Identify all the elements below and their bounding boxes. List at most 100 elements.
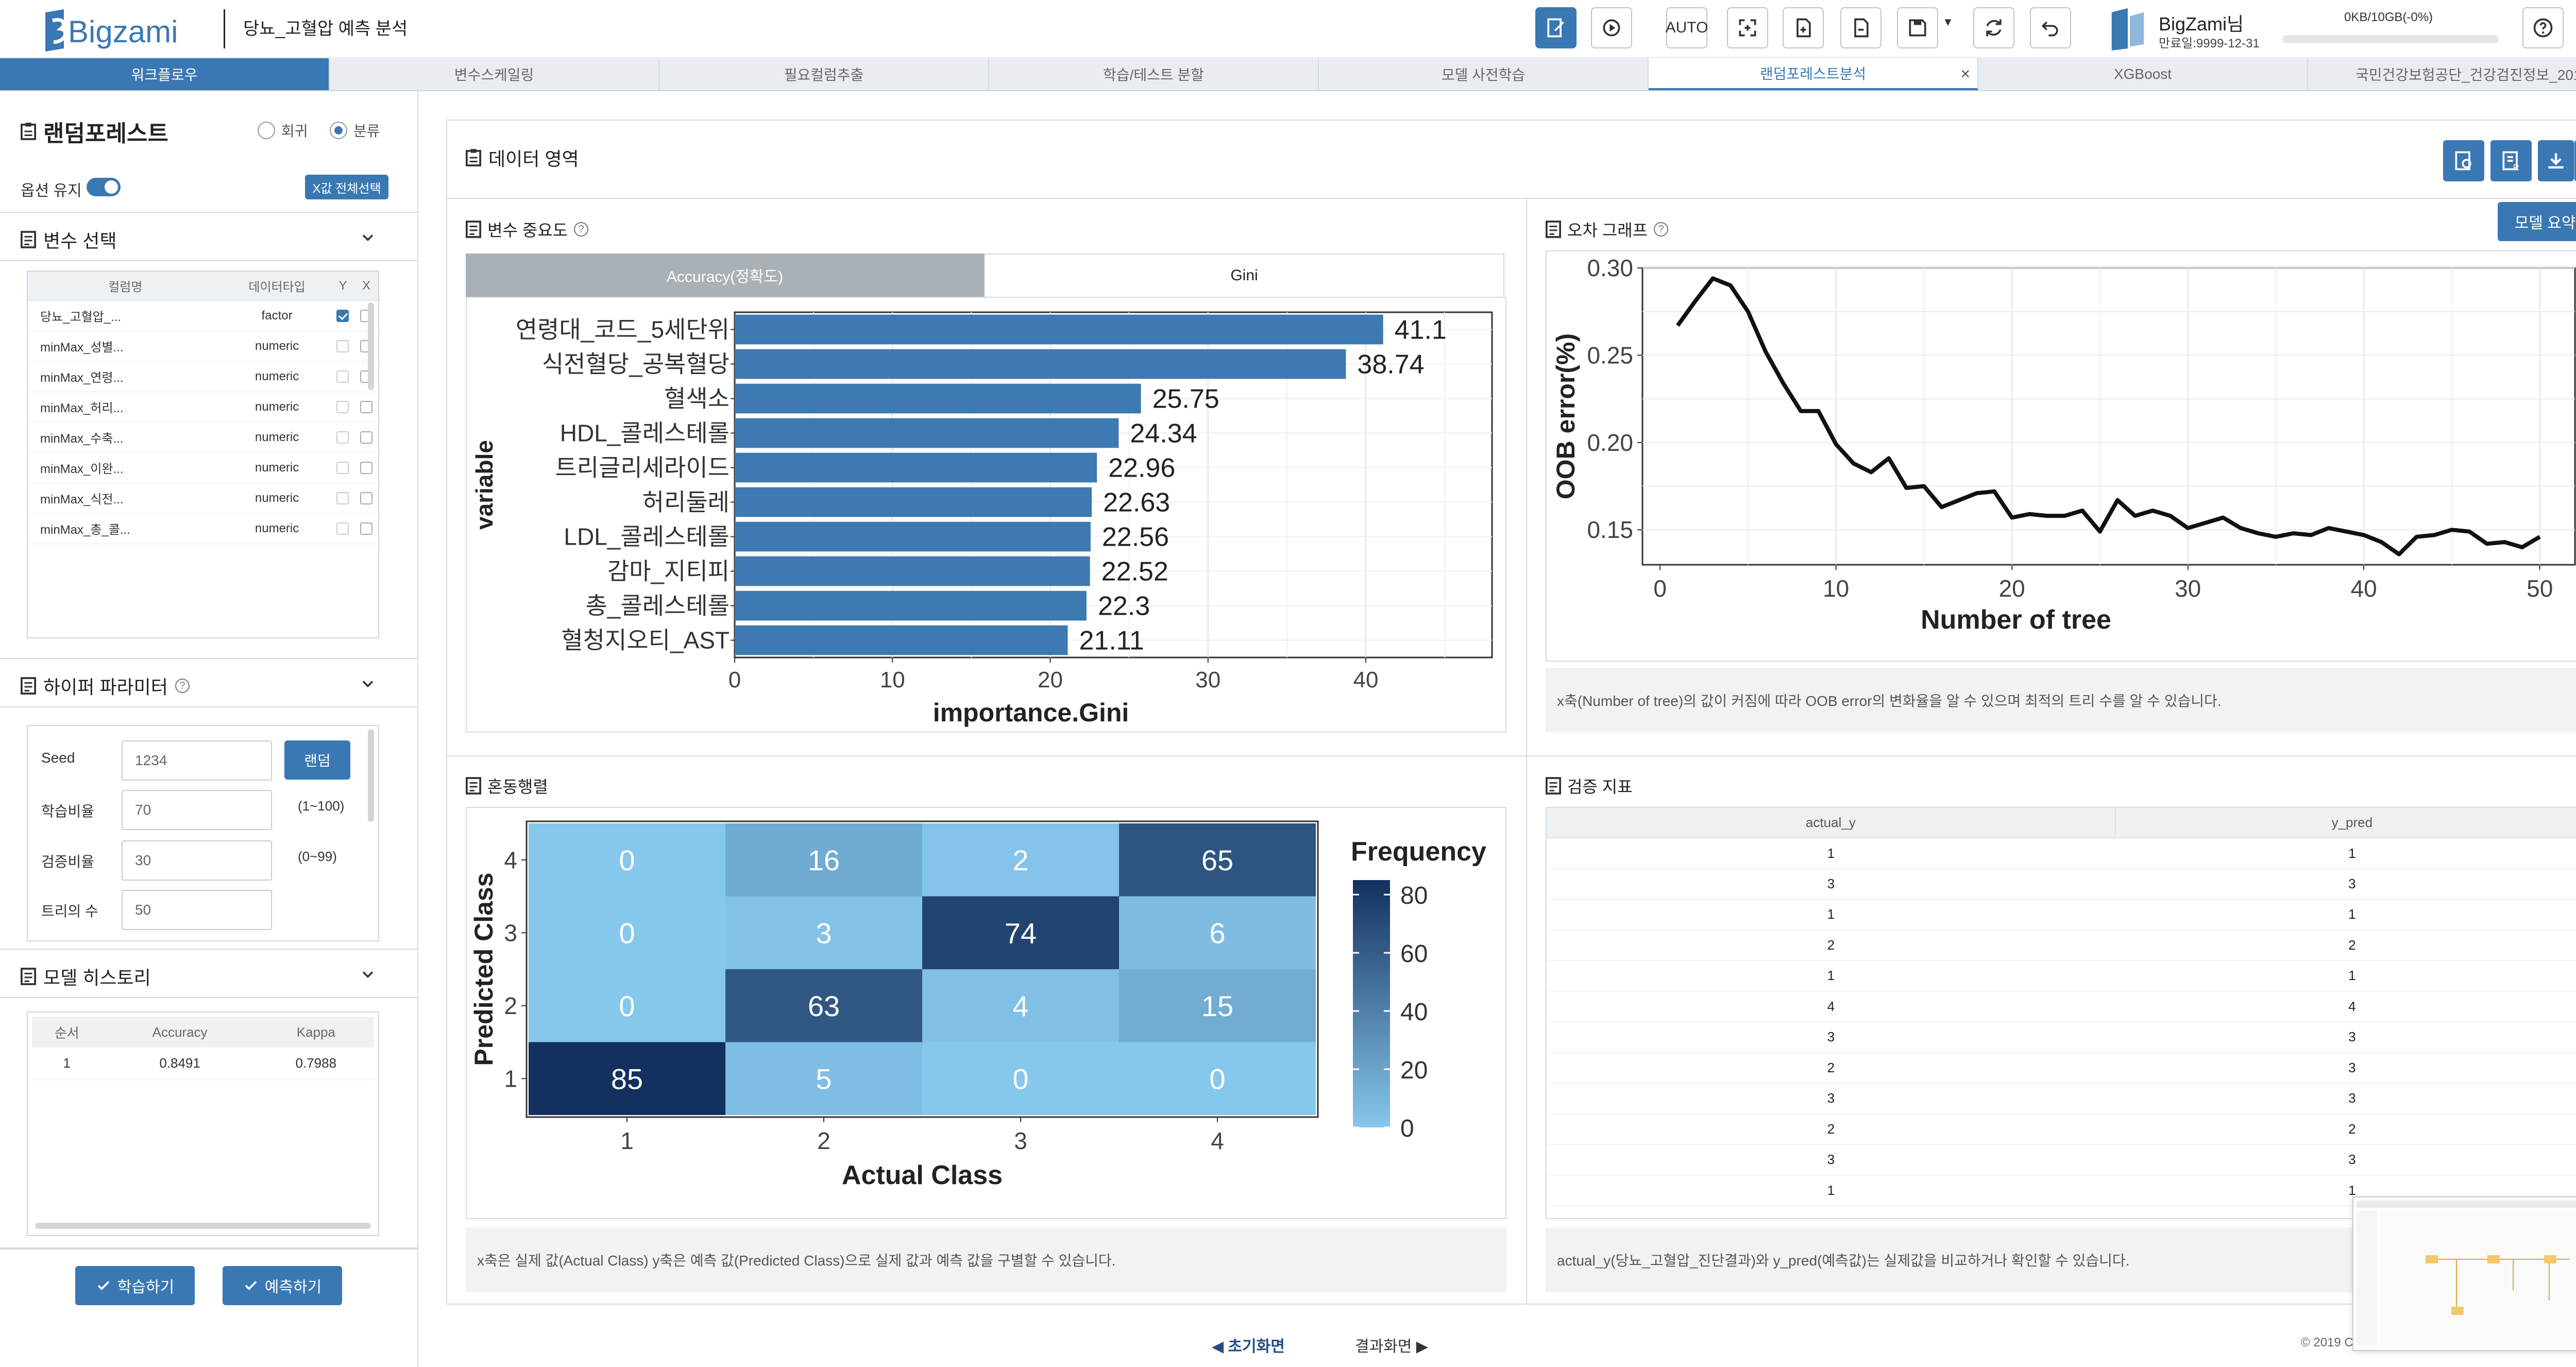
y-checkbox[interactable] (336, 401, 349, 414)
y-tick-label: 4 (504, 847, 517, 873)
var-type: numeric (223, 483, 331, 514)
x-axis-title: importance.Gini (933, 698, 1129, 727)
x-checkbox[interactable] (360, 462, 373, 475)
prev-screen-link[interactable]: ◀ 초기화면 (1212, 1338, 1285, 1355)
hyperparameter-scrollbar[interactable] (368, 729, 374, 822)
remove-node-button[interactable] (1840, 7, 1882, 48)
y-tick-label: 0.25 (1587, 342, 1633, 368)
edit-workflow-button[interactable] (1535, 7, 1577, 48)
confusion-chart-frame: 0 16 2 65 0 3 74 6 0 63 4 15 85 5 0 0 1 2 3 4 4 3 2 1 Actual Cla… (466, 807, 1506, 1219)
y-checkbox[interactable] (336, 462, 349, 475)
importance-chart: 41.1 연령대_코드_5세단위 38.74 식전혈당_공복혈당 25.75 혈색소 24.… (471, 311, 1493, 727)
download-button[interactable] (2538, 140, 2574, 181)
refresh-button[interactable] (1973, 7, 2014, 48)
history-hscrollbar[interactable] (35, 1223, 371, 1229)
tab-workflow[interactable]: 워크플로우 (0, 58, 330, 90)
close-icon[interactable]: × (1960, 64, 1970, 83)
y-checkbox[interactable] (336, 340, 349, 353)
tab-xgboost[interactable]: XGBoost (1978, 58, 2308, 90)
variable-section-header[interactable]: 변수 선택 (0, 212, 418, 261)
radio-classification[interactable]: 분류 (330, 120, 380, 141)
x-checkbox[interactable] (360, 522, 373, 535)
help-icon[interactable]: ? (175, 679, 190, 693)
actual-cell: 1 (1547, 838, 2115, 869)
section-title: 변수 선택 (21, 226, 116, 253)
fit-screen-button[interactable] (1727, 7, 1768, 48)
x-tick-label: 50 (2527, 575, 2553, 602)
x-checkbox[interactable] (360, 431, 373, 444)
valid-ratio-label: 검증비율 (41, 854, 95, 870)
train-button-label: 학습하기 (117, 1279, 175, 1296)
hyperparameter-section-header[interactable]: 하이퍼 파라미터 ? (0, 658, 418, 707)
add-node-button[interactable] (1783, 7, 1824, 48)
save-dropdown-icon[interactable]: ▼ (1942, 15, 1954, 28)
train-ratio-range: (1~100) (298, 798, 345, 814)
workflow-minimap[interactable] (2352, 1196, 2576, 1351)
table-row[interactable]: 1 0.8491 0.7988 (32, 1048, 374, 1080)
importance-bar (735, 521, 1091, 552)
y-checkbox[interactable] (336, 310, 349, 323)
tab-train-test-split[interactable]: 학습/테스트 분할 (989, 58, 1319, 90)
y-checkbox[interactable] (336, 370, 349, 383)
undo-button[interactable] (2030, 7, 2071, 48)
tab-accuracy[interactable]: Accuracy(정확도) (466, 254, 984, 297)
next-screen-link[interactable]: 결과화면 ▶ (1355, 1338, 1428, 1355)
y-tick-label: 1 (504, 1065, 517, 1092)
train-button[interactable]: 학습하기 (75, 1266, 195, 1305)
chevron-down-icon[interactable] (359, 965, 377, 984)
chevron-down-icon[interactable] (359, 674, 377, 693)
radio-regression[interactable]: 회귀 (258, 120, 308, 141)
panel-title-text: 변수 중요도 (487, 221, 568, 240)
history-accuracy: 0.8491 (101, 1048, 258, 1080)
x-checkbox[interactable] (360, 492, 373, 505)
variable-table-scrollbar[interactable] (368, 302, 374, 390)
x-tick-label: 4 (1211, 1127, 1224, 1154)
table-row: 당뇨_고혈압_... factor (28, 300, 378, 331)
x-tick-label: 20 (1999, 575, 2025, 602)
col-header: 컬럼명 (28, 272, 223, 301)
x-checkbox[interactable] (360, 401, 373, 414)
auto-button[interactable]: AUTO (1666, 7, 1708, 48)
y-checkbox[interactable] (336, 522, 349, 535)
y-checkbox[interactable] (336, 492, 349, 505)
tree-count-input[interactable]: 50 (122, 890, 272, 930)
tab-model-pretrain[interactable]: 모델 사전학습 (1319, 58, 1649, 90)
history-section-header[interactable]: 모델 히스토리 (0, 949, 418, 998)
x-tick-label: 10 (880, 667, 905, 693)
legend-colorbar (1353, 880, 1390, 1127)
col-header: 순서 (32, 1017, 102, 1048)
model-summary-button[interactable]: 모델 요약 (2498, 202, 2576, 241)
minimap-thumbnail (2357, 1201, 2576, 1345)
run-button[interactable] (1591, 7, 1632, 48)
chevron-down-icon[interactable] (359, 228, 377, 247)
tab-column-extract[interactable]: 필요컬럼추출 (659, 58, 989, 90)
x-tick-label: 3 (1014, 1127, 1027, 1154)
edit-doc-icon (1547, 18, 1564, 38)
tab-dataset[interactable]: 국민건강보험공단_건강검진정보_2019 (2308, 58, 2576, 90)
random-seed-button[interactable]: 랜덤 (284, 740, 350, 780)
download-dropdown-button[interactable]: ▼ (2574, 140, 2576, 181)
seed-input[interactable]: 1234 (122, 740, 272, 781)
predict-button[interactable]: 예측하기 (223, 1266, 342, 1305)
help-icon[interactable]: ? (1654, 222, 1669, 237)
r-script-button[interactable]: R (2490, 140, 2532, 181)
help-button[interactable] (2522, 7, 2564, 48)
heatmap-cell (1119, 896, 1316, 969)
train-ratio-input[interactable]: 70 (122, 790, 272, 830)
report-button[interactable] (2443, 140, 2484, 181)
save-button[interactable] (1897, 7, 1938, 48)
document-icon (466, 221, 481, 238)
project-title: 당뇨_고혈압 예측 분석 (243, 19, 408, 39)
tab-gini[interactable]: Gini (984, 254, 1504, 297)
x-select-all-button[interactable]: X값 전체선택 (305, 175, 388, 199)
bigzami-logo[interactable]: Bigzami (40, 7, 190, 52)
valid-ratio-input[interactable]: 30 (122, 840, 272, 881)
option-keep-toggle[interactable] (87, 178, 121, 196)
tab-random-forest[interactable]: 랜덤포레스트분석 × (1649, 58, 1978, 90)
help-icon[interactable]: ? (574, 222, 589, 237)
legend-tick-label: 0 (1400, 1115, 1414, 1142)
y-checkbox[interactable] (336, 431, 349, 444)
tab-variable-scaling[interactable]: 변수스케일링 (330, 58, 659, 90)
